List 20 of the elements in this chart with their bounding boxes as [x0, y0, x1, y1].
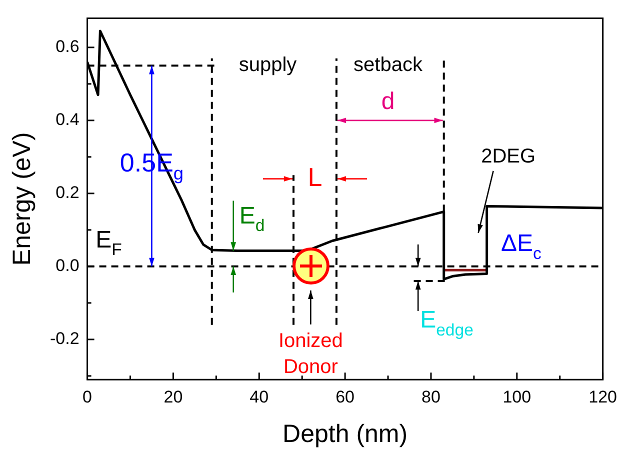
annotation: supply	[238, 54, 297, 76]
x-tick-label: 20	[164, 387, 183, 406]
y-tick-label: -0.2	[50, 329, 80, 348]
x-tick-label: 40	[250, 387, 269, 406]
x-tick-label: 60	[336, 387, 355, 406]
x-tick-label: 80	[422, 387, 440, 406]
y-tick-label: 0.2	[56, 183, 80, 202]
x-tick-label: 120	[588, 387, 618, 406]
x-axis-title: Depth (nm)	[282, 420, 408, 448]
x-tick-label: 100	[502, 387, 532, 406]
y-tick-label: 0.4	[56, 110, 80, 130]
annotation: 2DEG	[481, 145, 536, 168]
y-tick-label: 0.6	[56, 37, 80, 56]
annotation: d	[381, 88, 395, 116]
annotation: L	[308, 162, 322, 192]
annotation: setback	[354, 54, 424, 76]
x-tick-label: 0	[82, 387, 92, 406]
y-tick-label: 0.0	[56, 256, 80, 276]
annotation: Ionized Donor	[278, 330, 343, 378]
y-axis-title: Energy (eV)	[8, 132, 36, 266]
